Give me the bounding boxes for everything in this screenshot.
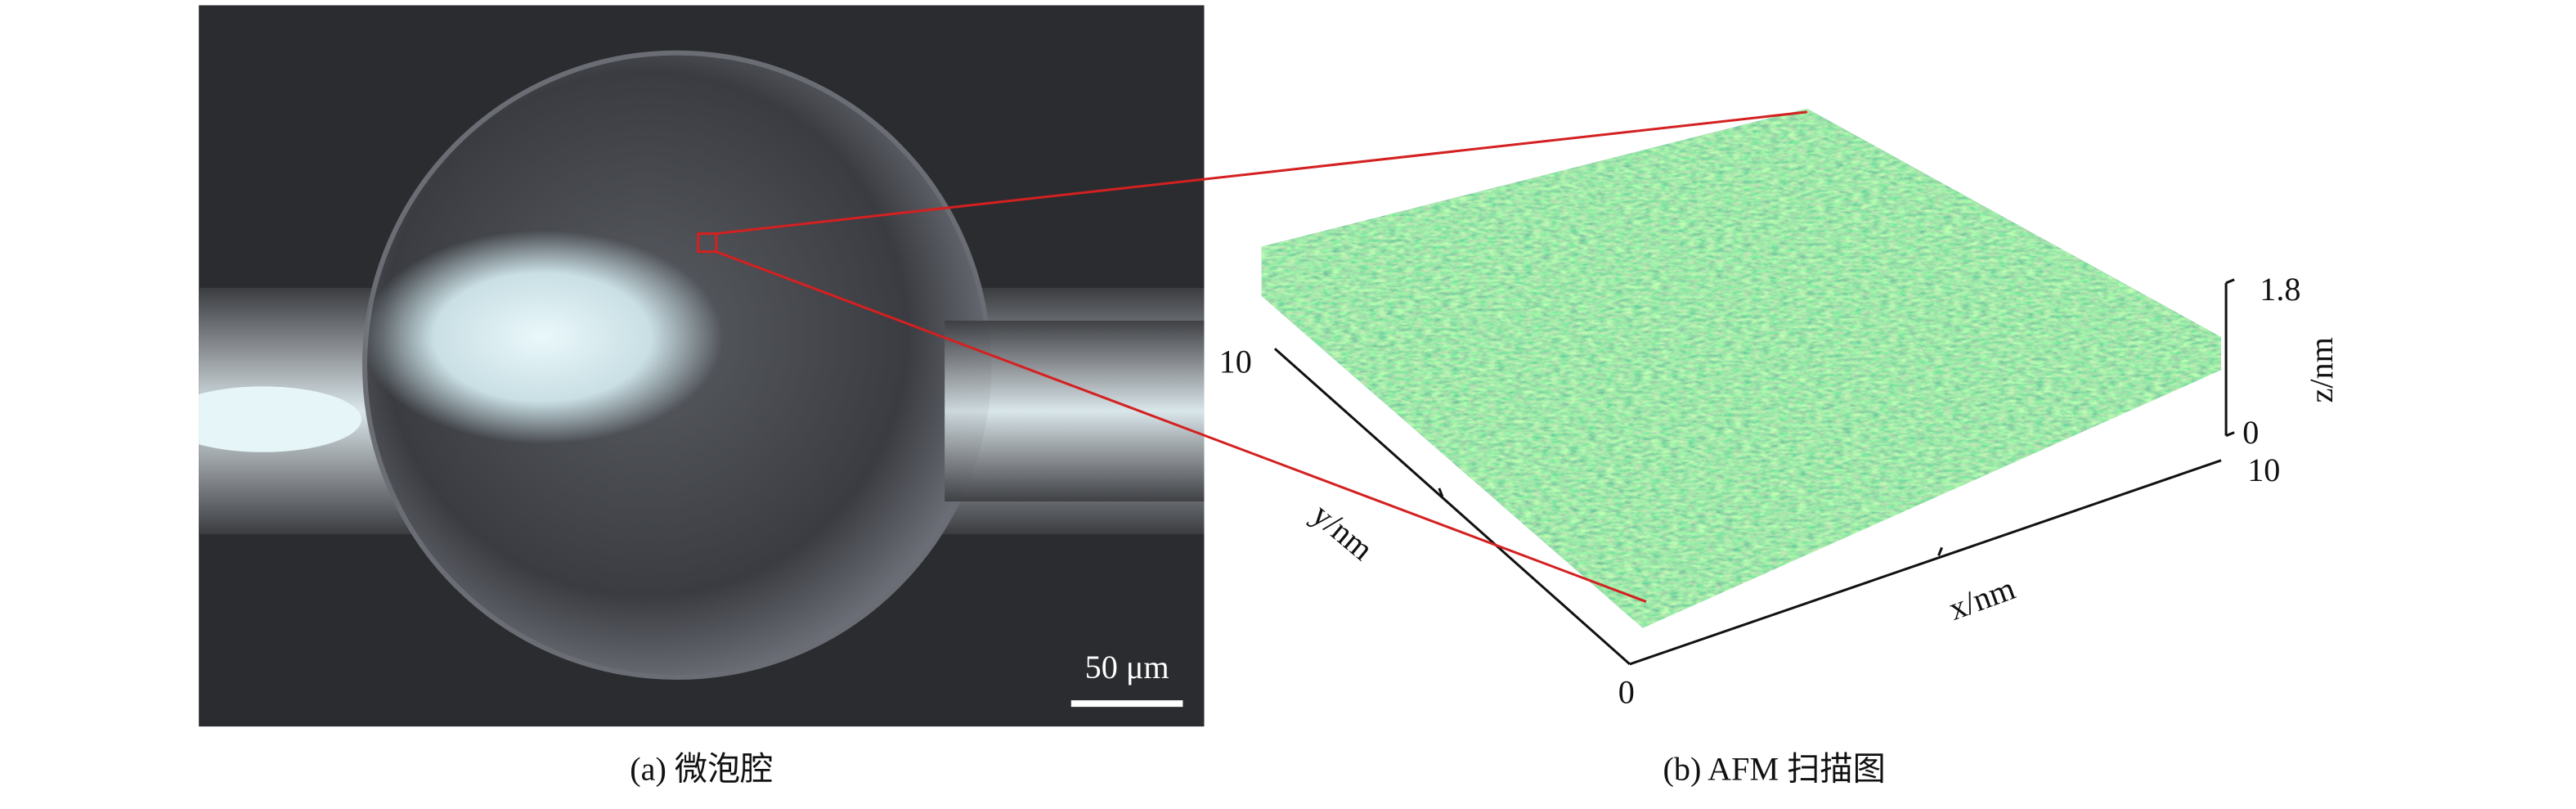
z-tick-label: 1.8 [2260, 271, 2300, 308]
caption-a: (a) 微泡腔 [630, 751, 773, 788]
x-tick-label: 10 [2247, 452, 2280, 488]
caption-b: (b) AFM 扫描图 [1663, 751, 1886, 788]
y-axis-label: y/nm [1305, 496, 1380, 568]
z-tick-label: 0 [2242, 414, 2259, 451]
origin-label: 0 [1618, 673, 1635, 710]
scale-bar-label: 50 μm [1085, 649, 1169, 685]
afm-surface [1261, 108, 2222, 628]
micrograph: 50 μm [199, 5, 1205, 727]
zoom-indicator [697, 110, 1807, 603]
axes [1273, 278, 2235, 666]
x-axis-label: x/nm [1944, 569, 2020, 627]
y-tick-label: 10 [1219, 344, 1252, 380]
z-axis-label: z/nm [2303, 337, 2340, 402]
